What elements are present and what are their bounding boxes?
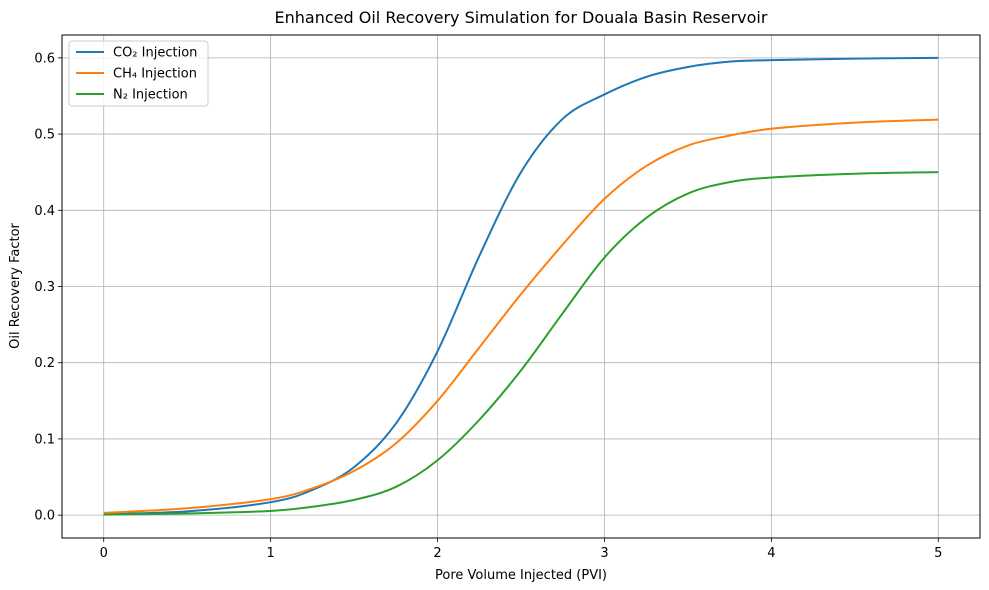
y-tick-label: 0.0: [34, 509, 55, 524]
x-tick-label: 3: [600, 546, 608, 561]
x-tick-label: 1: [266, 546, 274, 561]
x-tick-label: 2: [433, 546, 441, 561]
y-axis-ticks: 0.0 0.1 0.2 0.3 0.4 0.5 0.6: [34, 51, 62, 524]
x-tick-label: 5: [934, 546, 942, 561]
legend-label-2: N₂ Injection: [113, 88, 188, 103]
y-tick-label: 0.5: [34, 128, 55, 143]
y-tick-label: 0.1: [34, 432, 55, 447]
legend-box: [68, 40, 209, 107]
series-lines: [103, 56, 939, 516]
y-axis-label: Oil Recovery Factor: [8, 222, 23, 348]
y-tick-label: 0.2: [34, 356, 55, 371]
legend-label-0: CO₂ Injection: [113, 46, 197, 61]
grid: [62, 35, 980, 538]
x-tick-label: 0: [100, 546, 108, 561]
y-tick-label: 0.6: [34, 51, 55, 66]
y-tick-label: 0.4: [34, 204, 55, 219]
legend-label-1: CH₄ Injection: [113, 67, 197, 82]
series-line-2: [103, 171, 939, 516]
x-axis-label: Pore Volume Injected (PVI): [435, 568, 607, 583]
series-line-0: [103, 56, 939, 515]
series-line-1: [103, 118, 939, 514]
legend: CO₂ Injection CH₄ Injection N₂ Injection: [68, 40, 209, 107]
x-tick-label: 4: [767, 546, 775, 561]
chart-title: Enhanced Oil Recovery Simulation for Dou…: [275, 8, 768, 27]
x-axis-ticks: 0 1 2 3 4 5: [100, 538, 942, 561]
y-tick-label: 0.3: [34, 280, 55, 295]
